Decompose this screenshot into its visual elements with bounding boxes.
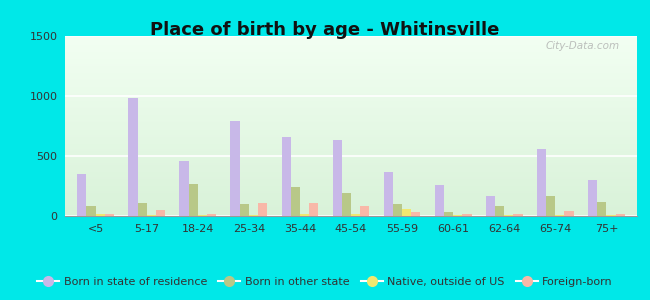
- Bar: [128, 98, 138, 216]
- Text: City-Data.com: City-Data.com: [546, 41, 620, 51]
- Bar: [156, 210, 165, 216]
- Bar: [281, 137, 291, 216]
- Bar: [333, 140, 342, 216]
- Bar: [179, 161, 188, 216]
- Bar: [462, 214, 471, 216]
- Bar: [588, 180, 597, 216]
- Bar: [231, 121, 240, 216]
- Bar: [384, 172, 393, 216]
- Bar: [342, 193, 351, 216]
- Bar: [258, 203, 267, 216]
- Bar: [86, 206, 96, 216]
- Bar: [546, 196, 555, 216]
- Bar: [402, 209, 411, 216]
- Bar: [564, 211, 574, 216]
- Bar: [147, 215, 156, 216]
- Text: Place of birth by age - Whitinsville: Place of birth by age - Whitinsville: [150, 21, 500, 39]
- Bar: [249, 215, 258, 216]
- Bar: [453, 215, 462, 216]
- Bar: [597, 202, 606, 216]
- Bar: [198, 215, 207, 216]
- Bar: [105, 214, 114, 216]
- Bar: [495, 206, 504, 216]
- Bar: [537, 149, 546, 216]
- Bar: [606, 215, 616, 216]
- Bar: [435, 185, 444, 216]
- Bar: [77, 174, 86, 216]
- Bar: [393, 204, 402, 216]
- Bar: [291, 187, 300, 216]
- Bar: [411, 212, 421, 216]
- Bar: [616, 214, 625, 216]
- Legend: Born in state of residence, Born in other state, Native, outside of US, Foreign-: Born in state of residence, Born in othe…: [32, 273, 617, 291]
- Bar: [514, 214, 523, 216]
- Bar: [444, 212, 453, 216]
- Bar: [207, 214, 216, 216]
- Bar: [240, 204, 249, 216]
- Bar: [486, 196, 495, 216]
- Bar: [555, 215, 564, 216]
- Bar: [188, 184, 198, 216]
- Bar: [96, 214, 105, 216]
- Bar: [309, 203, 318, 216]
- Bar: [138, 203, 147, 216]
- Bar: [504, 215, 514, 216]
- Bar: [360, 206, 369, 216]
- Bar: [351, 214, 360, 216]
- Bar: [300, 214, 309, 216]
